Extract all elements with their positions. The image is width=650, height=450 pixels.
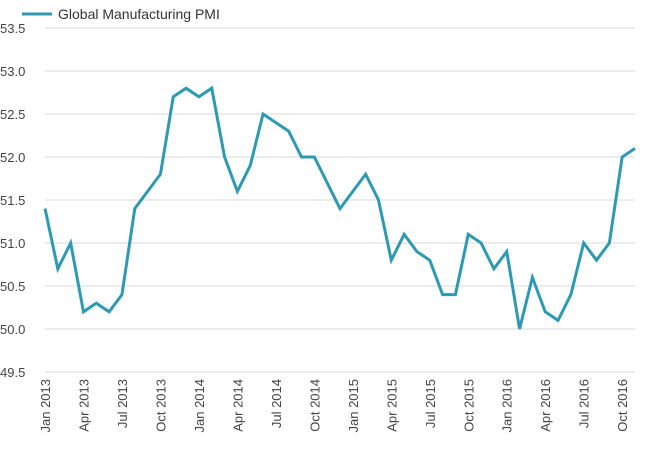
y-tick-label: 50.0: [0, 322, 25, 337]
data-point: [56, 267, 60, 271]
x-tick-label: Jul 2015: [423, 379, 438, 428]
data-point: [325, 181, 329, 185]
x-tick-label: Jul 2016: [577, 379, 592, 428]
data-point: [69, 241, 73, 245]
data-point: [530, 275, 534, 279]
data-point: [171, 95, 175, 99]
data-point: [197, 95, 201, 99]
data-point: [261, 112, 265, 116]
data-point: [235, 189, 239, 193]
data-point: [402, 232, 406, 236]
data-point: [274, 121, 278, 125]
data-point: [120, 293, 124, 297]
data-point: [146, 189, 150, 193]
data-point: [133, 207, 137, 211]
x-tick-label: Oct 2013: [153, 379, 168, 432]
data-point: [364, 172, 368, 176]
x-tick-label: Oct 2016: [615, 379, 630, 432]
data-point: [415, 250, 419, 254]
data-point: [184, 86, 188, 90]
y-tick-label: 52.5: [0, 107, 25, 122]
data-point: [633, 146, 637, 150]
x-tick-label: Oct 2014: [307, 379, 322, 432]
legend: Global Manufacturing PMI: [22, 6, 220, 22]
x-tick-label: Jan 2015: [346, 379, 361, 433]
x-tick-label: Oct 2015: [461, 379, 476, 432]
data-point: [453, 293, 457, 297]
data-point: [569, 293, 573, 297]
data-point: [492, 267, 496, 271]
x-tick-label: Apr 2014: [230, 379, 245, 432]
data-point: [582, 241, 586, 245]
data-point: [43, 207, 47, 211]
series-line: [43, 85, 636, 330]
data-point: [556, 318, 560, 322]
data-point: [312, 155, 316, 159]
data-point: [607, 241, 611, 245]
data-point: [441, 293, 445, 297]
data-point: [428, 258, 432, 262]
y-tick-label: 50.5: [0, 279, 25, 294]
y-tick-label: 49.5: [0, 365, 25, 380]
data-point: [620, 155, 624, 159]
data-point: [466, 232, 470, 236]
data-point: [300, 155, 304, 159]
x-tick-label: Jan 2013: [38, 379, 53, 433]
legend-label: Global Manufacturing PMI: [58, 6, 220, 22]
series-layer: [43, 85, 637, 331]
data-point: [107, 310, 111, 314]
gridlines: [45, 27, 635, 373]
x-axis-ticks: Jan 2013 Apr 2013 Jul 2013 Oct 2013 Jan 2014…: [38, 379, 630, 433]
data-point: [158, 172, 162, 176]
y-tick-label: 51.5: [0, 193, 25, 208]
x-tick-label: Apr 2013: [76, 379, 91, 432]
data-point: [338, 207, 342, 211]
data-point: [81, 310, 85, 314]
data-point: [389, 258, 393, 262]
x-tick-label: Jan 2016: [500, 379, 515, 433]
data-point: [479, 241, 483, 245]
data-point: [595, 258, 599, 262]
data-point: [94, 301, 98, 305]
y-axis-ticks: 49.5 50.0 50.5 51.0 51.5 52.0 52.5 53.0 53.5: [0, 21, 25, 380]
data-point: [248, 164, 252, 168]
data-point: [223, 155, 227, 159]
data-point: [505, 250, 509, 254]
data-point: [351, 189, 355, 193]
data-point: [518, 327, 522, 331]
x-tick-label: Jan 2014: [192, 379, 207, 433]
x-tick-label: Apr 2016: [538, 379, 553, 432]
y-tick-label: 52.0: [0, 150, 25, 165]
x-tick-label: Jul 2014: [269, 379, 284, 428]
data-point: [376, 198, 380, 202]
y-tick-label: 53.0: [0, 64, 25, 79]
y-tick-label: 51.0: [0, 236, 25, 251]
y-tick-label: 53.5: [0, 21, 25, 36]
x-tick-label: Jul 2013: [115, 379, 130, 428]
data-point: [287, 129, 291, 133]
data-point: [543, 310, 547, 314]
x-tick-label: Apr 2015: [384, 379, 399, 432]
data-point: [210, 86, 214, 90]
